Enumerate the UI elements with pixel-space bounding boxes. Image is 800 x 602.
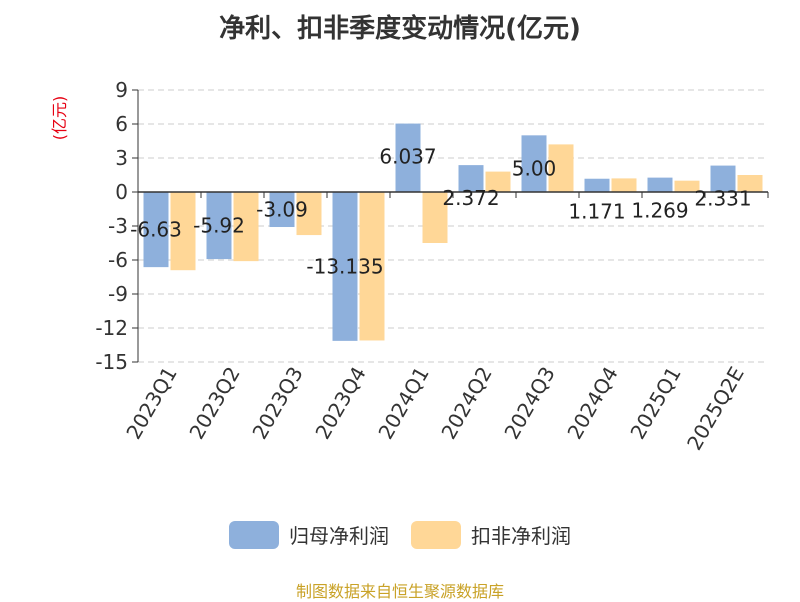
data-label: 5.00: [512, 156, 557, 180]
chart-title: 净利、扣非季度变动情况(亿元): [219, 14, 581, 44]
bar-net-profit: [206, 192, 232, 260]
bar-net-profit: [647, 177, 673, 192]
data-label: 2.372: [442, 186, 499, 210]
bar-deducted-profit: [422, 192, 448, 243]
x-tick-label: 2024Q3: [499, 363, 559, 444]
x-tick-label: 2023Q3: [247, 363, 307, 444]
legend-item-deducted-profit[interactable]: 扣非净利润: [411, 520, 571, 549]
data-label: -6.63: [130, 218, 182, 242]
y-tick-label: -6: [108, 248, 128, 272]
bar-net-profit: [143, 192, 169, 268]
y-tick-label: -3: [108, 214, 128, 238]
x-tick-label: 2024Q2: [436, 363, 496, 444]
legend-label-net-profit: 归母净利润: [289, 524, 389, 548]
data-label: 2.331: [694, 187, 751, 211]
y-tick-label: 0: [115, 180, 128, 204]
y-tick-label: 3: [115, 146, 128, 170]
y-tick-label: -12: [95, 316, 128, 340]
x-tick-label: 2025Q1: [625, 363, 685, 444]
x-tick-label: 2024Q1: [373, 363, 433, 444]
x-tick-label: 2025Q2E: [682, 363, 749, 455]
bar-deducted-profit: [548, 144, 574, 192]
y-tick-label: 9: [115, 78, 128, 102]
y-tick-label: -15: [95, 350, 128, 374]
bar-net-profit: [584, 178, 610, 192]
legend-swatch-net-profit: [229, 520, 279, 549]
bar-net-profit: [521, 135, 547, 192]
x-tick-label: 2023Q2: [184, 363, 244, 444]
bar-deducted-profit: [296, 192, 322, 236]
bar-net-profit: [458, 165, 484, 192]
data-label: -13.135: [306, 254, 383, 278]
bar-deducted-profit: [674, 180, 700, 192]
y-tick-label: 6: [115, 112, 128, 136]
legend-swatch-deducted-profit: [411, 520, 461, 549]
bar-net-profit: [269, 192, 295, 228]
data-label: 6.037: [379, 145, 436, 169]
x-tick-label: 2023Q4: [310, 363, 370, 444]
legend-item-net-profit[interactable]: 归母净利润: [229, 520, 389, 549]
data-label: -3.09: [256, 198, 308, 222]
bar-deducted-profit: [233, 192, 259, 262]
bar-deducted-profit: [359, 192, 385, 341]
x-tick-label: 2023Q1: [121, 363, 181, 444]
bar-deducted-profit: [170, 192, 196, 271]
data-source: 制图数据来自恒生聚源数据库: [295, 582, 504, 601]
data-label: 1.171: [568, 200, 625, 224]
legend: 归母净利润 扣非净利润: [0, 520, 800, 549]
data-label: -5.92: [193, 214, 245, 238]
data-label: 1.269: [631, 199, 688, 223]
bar-deducted-profit: [485, 171, 511, 192]
bar-deducted-profit: [737, 175, 763, 192]
bar-deducted-profit: [611, 178, 637, 192]
bar-net-profit: [332, 192, 358, 341]
legend-label-deducted-profit: 扣非净利润: [471, 524, 571, 548]
bar-net-profit: [395, 123, 421, 192]
x-tick-label: 2024Q4: [562, 363, 622, 444]
y-tick-label: -9: [108, 282, 128, 306]
bar-net-profit: [710, 165, 736, 192]
